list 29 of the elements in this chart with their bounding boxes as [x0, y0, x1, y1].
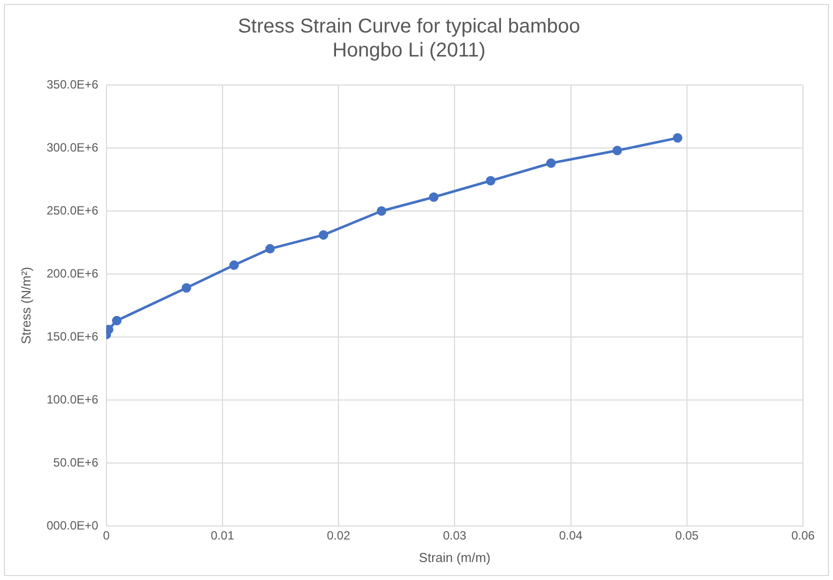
y-tick-label: 50.0E+6: [53, 455, 99, 470]
y-tick-label: 100.0E+6: [46, 392, 99, 406]
point: [265, 244, 275, 254]
y-tick-label: 150.0E+6: [46, 329, 99, 344]
point: [429, 192, 439, 202]
x-tick-label: 0: [102, 528, 110, 543]
x-tick-label: 0.03: [442, 528, 467, 543]
point: [112, 316, 122, 326]
x-tick-label: 0.04: [559, 528, 583, 543]
point: [612, 146, 622, 156]
x-tick-label: 0.05: [675, 528, 699, 543]
point: [486, 176, 496, 186]
point: [318, 230, 328, 240]
point: [229, 260, 239, 270]
y-tick-label: 300.0E+6: [46, 140, 99, 154]
point: [376, 206, 386, 216]
chart-title: Stress Strain Curve for typical bamboo Hongbo Li (2011): [238, 16, 580, 62]
y-tick-label: 200.0E+6: [46, 266, 99, 280]
x-tick-label: 0.02: [326, 528, 351, 543]
x-axis-title: Strain (m/m): [418, 550, 490, 565]
point: [546, 158, 556, 168]
point: [672, 133, 682, 143]
y-tick-label: 250.0E+6: [46, 203, 99, 218]
y-tick-label: 000.0E+0: [46, 518, 99, 532]
y-tick-label: 350.0E+6: [46, 77, 99, 92]
x-tick-label: 0.06: [791, 528, 815, 543]
y-axis-title: Stress (N/m²): [18, 266, 34, 344]
x-tick-label: 0.01: [210, 528, 234, 543]
point: [182, 283, 192, 293]
